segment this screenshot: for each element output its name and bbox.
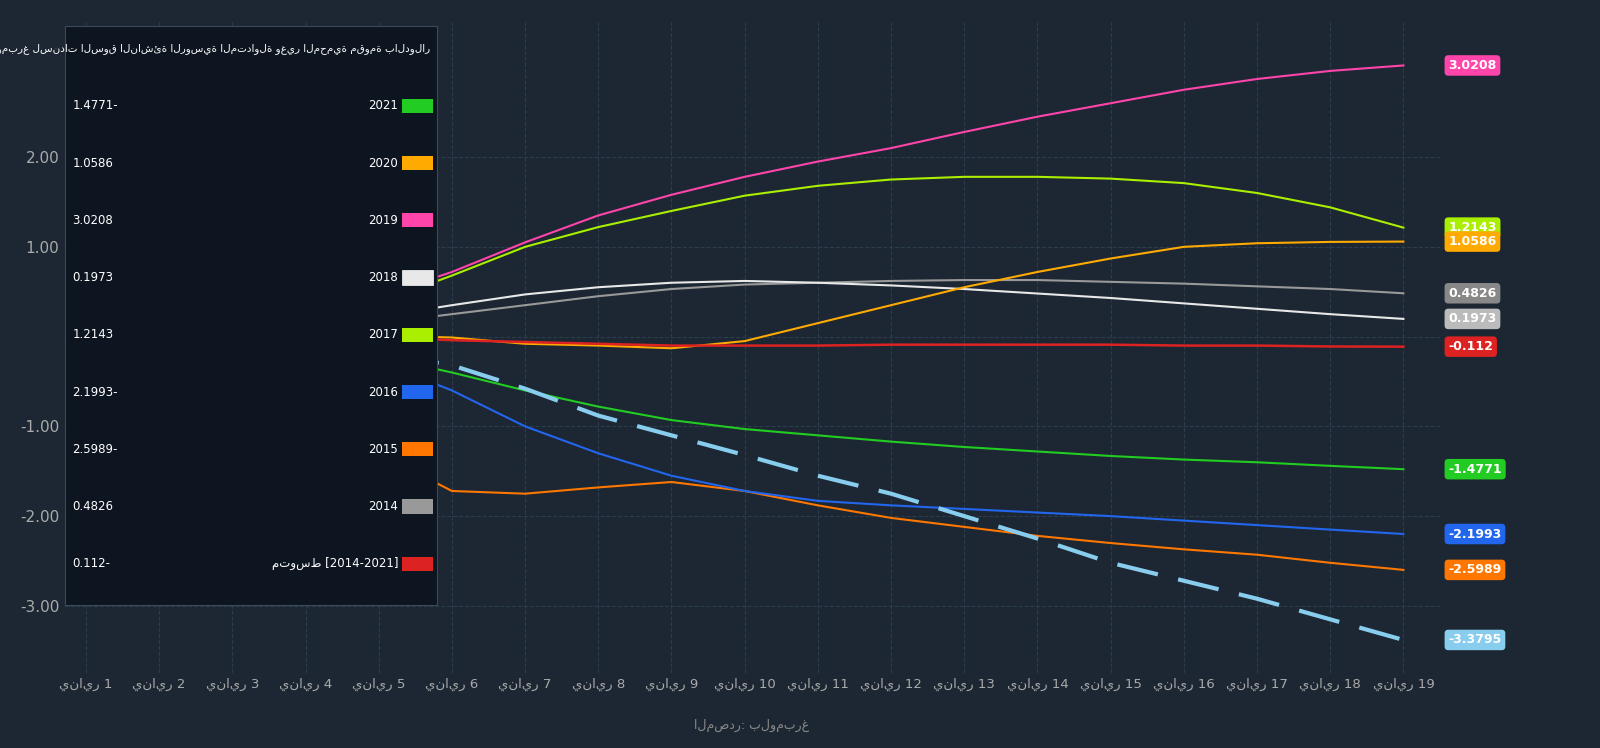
Text: 1.0586: 1.0586 [72,156,114,170]
Text: 1.0586: 1.0586 [1448,235,1496,248]
Text: 0.1973: 0.1973 [72,271,114,284]
Text: متوسط [2014-2021]: متوسط [2014-2021] [272,557,398,571]
FancyBboxPatch shape [403,557,432,571]
Text: -0.112: -0.112 [1448,340,1493,353]
Text: ◇  آخر مستوى لمؤشر بلومبرغ لسندات السوق الناشئة الروسية المتداولة وغير المحمية م: ◇ آخر مستوى لمؤشر بلومبرغ لسندات السوق ا… [0,42,430,55]
Text: 0.1973: 0.1973 [1448,313,1496,325]
Text: 2021: 2021 [368,99,398,112]
Text: 2017: 2017 [368,328,398,341]
FancyBboxPatch shape [403,500,432,514]
Text: 2014: 2014 [368,500,398,513]
FancyBboxPatch shape [66,25,437,605]
FancyBboxPatch shape [403,270,432,285]
Text: 2.5989-: 2.5989- [72,443,118,456]
Text: 0.4826: 0.4826 [72,500,114,513]
Text: 1.2143: 1.2143 [72,328,114,341]
Text: 0.4826: 0.4826 [1448,286,1496,300]
FancyBboxPatch shape [403,213,432,227]
Text: 3.0208: 3.0208 [72,214,114,227]
Text: 2019: 2019 [368,214,398,227]
Text: -1.4771: -1.4771 [1448,463,1502,476]
Text: 2015: 2015 [368,443,398,456]
Text: -2.1993: -2.1993 [1448,527,1501,541]
Text: 2018: 2018 [368,271,398,284]
Text: -3.3795: -3.3795 [1448,634,1501,646]
Text: 2016: 2016 [368,385,398,399]
FancyBboxPatch shape [403,385,432,399]
Text: 1.2143: 1.2143 [1448,221,1496,234]
FancyBboxPatch shape [403,328,432,342]
FancyBboxPatch shape [403,442,432,456]
Text: المصدر: بلومبرغ: المصدر: بلومبرغ [694,719,810,732]
FancyBboxPatch shape [403,99,432,113]
Text: 3.0208: 3.0208 [1448,59,1496,72]
Text: -2.5989: -2.5989 [1448,563,1501,577]
Text: 0.112-: 0.112- [72,557,110,571]
Text: 1.4771-: 1.4771- [72,99,118,112]
FancyBboxPatch shape [403,156,432,170]
Text: 2020: 2020 [368,156,398,170]
Text: 2.1993-: 2.1993- [72,385,118,399]
